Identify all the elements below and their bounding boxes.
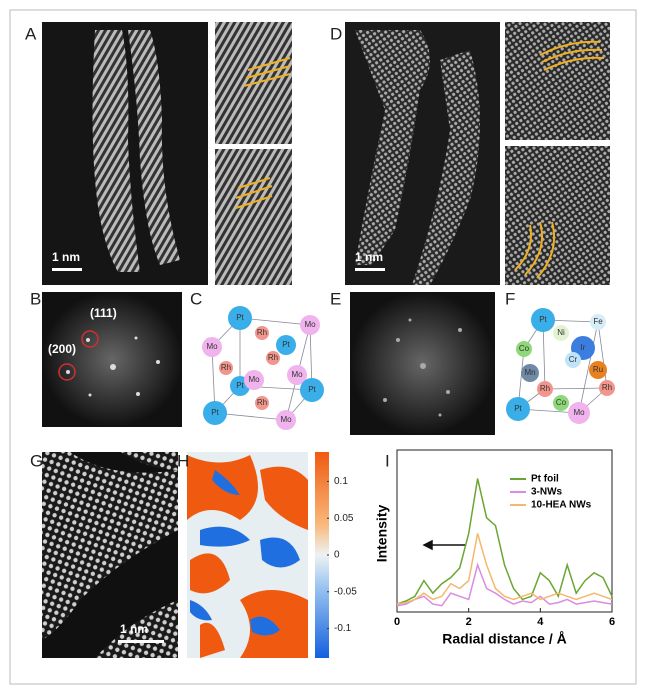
atoms: Pt Mo Rh Mo Pt Rh Rh Mo Pt Mo Rh Pt Pt Mo Pt Fe Ni Co IrCr…: [202, 306, 615, 430]
scale-bar-label: 1 nm: [52, 250, 80, 264]
plot-area: [396, 449, 613, 613]
scale-bar-label: 1 nm: [355, 250, 383, 264]
atom-label: Co: [519, 344, 530, 353]
atom-label: Co: [556, 398, 567, 407]
atom-label: Mo: [291, 370, 303, 379]
chart: 0 2 4 6 Radial distance / Å Intensity Pt foil 3…: [374, 449, 615, 647]
atom-label: Pt: [539, 315, 547, 324]
atom: [565, 352, 581, 368]
atom: [553, 325, 569, 341]
atom-label: Mo: [206, 342, 218, 351]
atom: [219, 361, 233, 375]
legend-label: Pt foil: [531, 474, 559, 485]
atom-label: Mo: [280, 415, 292, 424]
colorbar-tick-label: 0: [334, 550, 340, 561]
atom: [228, 306, 252, 330]
atom: [203, 401, 227, 425]
fft-label: (200): [48, 342, 76, 356]
atom-label: Rh: [540, 384, 550, 393]
colorbar-tick-label: -0.1: [334, 623, 352, 634]
line-series: [396, 533, 613, 605]
colorbar-tick-label: -0.05: [334, 586, 357, 597]
atom-label: Pt: [236, 381, 244, 390]
panel-label: F: [505, 289, 515, 308]
scale-bar-label: 1 nm: [120, 622, 148, 636]
atom: [255, 396, 269, 410]
atom: [300, 378, 324, 402]
atom-label: Ni: [557, 328, 565, 337]
atom: [244, 370, 264, 390]
atom: [553, 395, 569, 411]
x-tick-label: 0: [394, 616, 400, 628]
x-tick-label: 6: [609, 616, 615, 628]
atom: [202, 337, 222, 357]
fft-label: (111): [90, 306, 117, 320]
atom: [276, 335, 296, 355]
atom: [568, 402, 590, 424]
panel-label: I: [385, 451, 390, 470]
atom-label: Cr: [569, 355, 578, 364]
x-axis-label: Radial distance / Å: [442, 631, 566, 647]
atom: [599, 380, 615, 396]
atom-label: Mn: [524, 368, 535, 377]
atom: [589, 361, 607, 379]
panel-label: G: [30, 451, 43, 470]
atom-label: Mo: [304, 320, 316, 329]
images: [42, 22, 610, 658]
atom: [506, 397, 530, 421]
line-series: [396, 478, 613, 605]
panel-label: D: [330, 24, 342, 43]
atom-label: Rh: [268, 353, 278, 362]
atom-label: Mo: [573, 408, 585, 417]
atom-label: Rh: [221, 363, 231, 372]
x-tick-label: 2: [466, 616, 472, 628]
atom-label: Pt: [211, 408, 219, 417]
atom: [516, 341, 532, 357]
x-tick-label: 4: [537, 616, 544, 628]
atom-label: Fe: [593, 317, 603, 326]
atom-label: Pt: [236, 313, 244, 322]
atom: [300, 315, 320, 335]
atom: [276, 410, 296, 430]
atom-label: Ru: [593, 365, 603, 374]
atom: [521, 364, 539, 382]
legend-label: 10-HEA NWs: [531, 500, 592, 511]
line-series: [396, 562, 613, 607]
atom-label: Rh: [602, 383, 612, 392]
colorbar-tick-label: 0.05: [334, 513, 354, 524]
panel-label: C: [190, 289, 202, 308]
atom: [287, 365, 307, 385]
panel-label: B: [30, 289, 41, 308]
atom: [531, 308, 555, 332]
atom-label: Pt: [514, 404, 522, 413]
atom: [537, 381, 553, 397]
panel-label: A: [25, 24, 37, 43]
atom: [590, 314, 606, 330]
atom-label: Pt: [308, 385, 316, 394]
y-axis-label: Intensity: [374, 505, 390, 563]
atom-label: Rh: [257, 328, 267, 337]
colorbar-tick-label: 0.1: [334, 476, 348, 487]
atom: [266, 351, 280, 365]
atom: [255, 326, 269, 340]
atom-label: Rh: [257, 398, 267, 407]
atom-label: Ir: [581, 343, 586, 352]
atom-label: Pt: [282, 340, 290, 349]
atom-label: Mo: [248, 375, 260, 384]
panel-label: E: [330, 289, 341, 308]
legend-label: 3-NWs: [531, 487, 563, 498]
panel-label: H: [177, 451, 189, 470]
